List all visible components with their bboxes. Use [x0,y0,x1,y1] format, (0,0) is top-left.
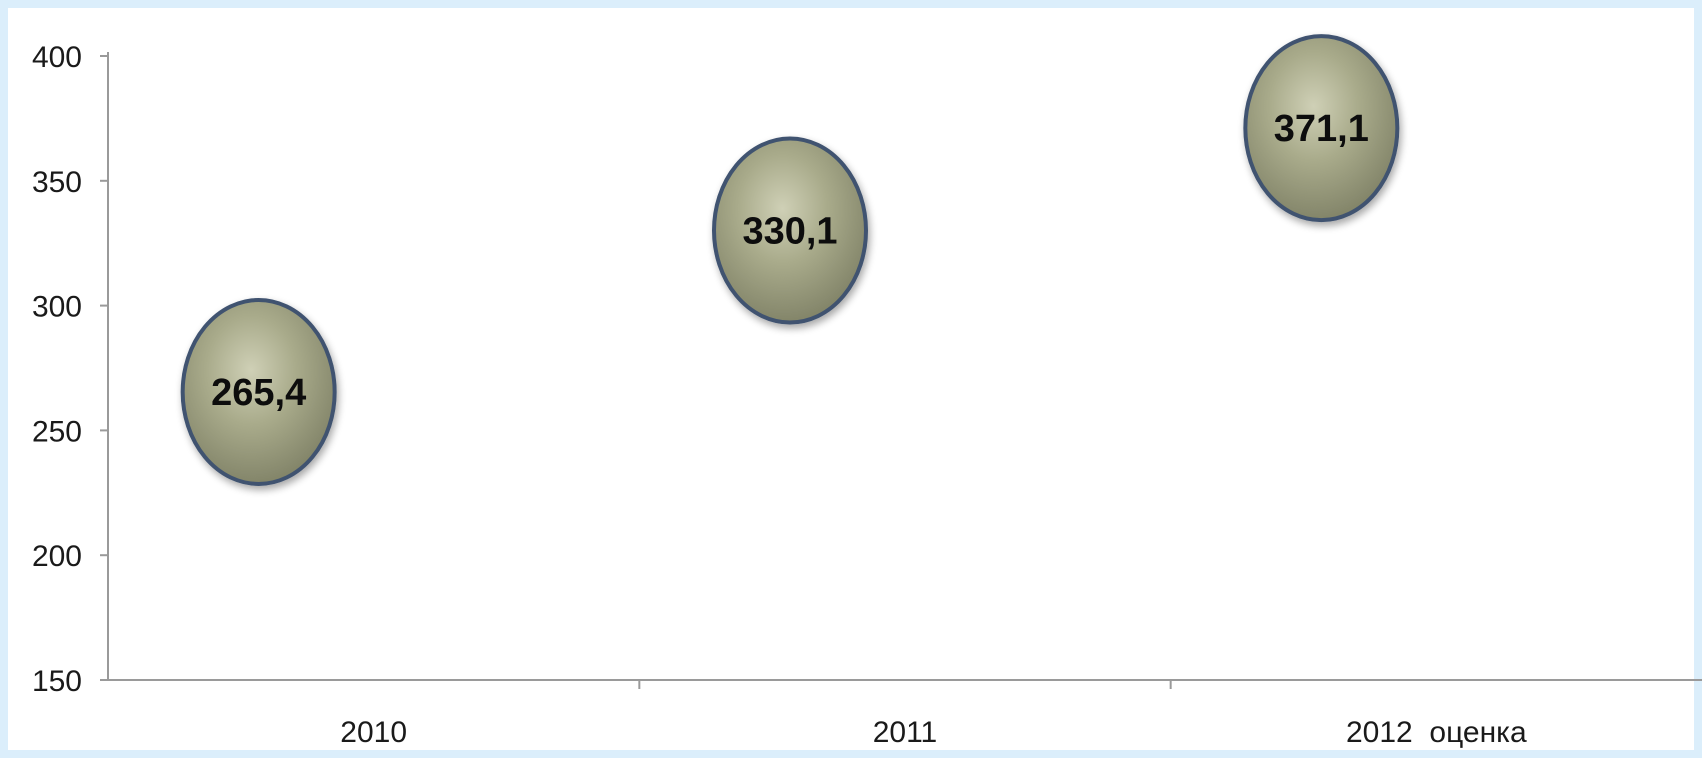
y-axis-ticks: 150 200 250 300 350 400 [32,41,108,698]
y-tick-label: 250 [32,415,82,448]
data-bubble: 265,4 [180,297,337,486]
y-tick-label: 150 [32,665,82,698]
bubble-marker [712,136,868,325]
x-axis-ticks: 2010 2011 2012 оценка [340,680,1527,749]
y-tick-label: 400 [32,41,82,74]
axes [107,52,1702,681]
data-bubble: 330,1 [712,136,868,325]
bubble-marker [180,297,337,486]
data-label: 330,1 [742,210,837,252]
data-bubble: 371,1 [1243,34,1400,223]
x-tick-label: 2011 [873,716,938,749]
data-label: 371,1 [1274,108,1369,150]
y-tick-label: 300 [32,291,82,324]
data-label: 265,4 [211,372,306,414]
y-tick-label: 350 [32,166,82,199]
y-tick-label: 200 [32,540,82,573]
x-tick-label: 2012 оценка [1346,716,1527,749]
x-tick-label: 2010 [340,716,407,749]
data-points: 265,4 330,1 371,1 [180,34,1400,486]
bubble-marker [1243,34,1400,223]
